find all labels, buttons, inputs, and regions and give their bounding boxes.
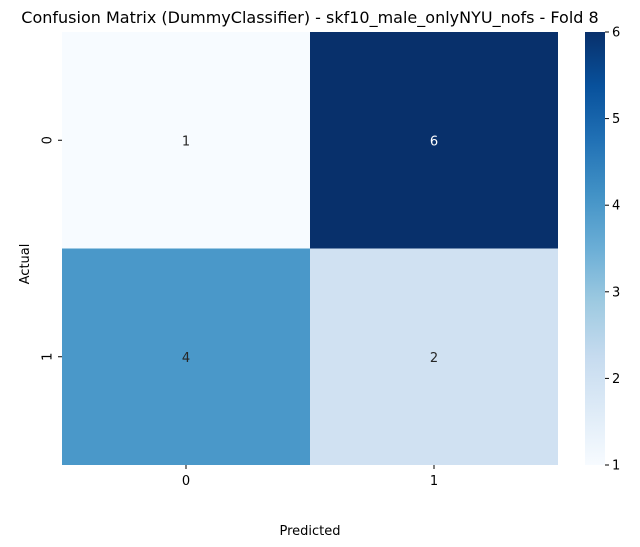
colorbar-tick-label-1: 2 bbox=[612, 372, 620, 387]
heatmap-cell-0-0 bbox=[62, 32, 310, 249]
cell-value-label-0-1: 6 bbox=[430, 134, 438, 149]
colorbar-ticks: 1 2 3 4 5 6 bbox=[605, 26, 620, 474]
colorbar-tick-label-0: 1 bbox=[612, 459, 620, 474]
heatmap-cells bbox=[62, 32, 558, 465]
colorbar-tick-label-5: 6 bbox=[612, 26, 620, 41]
colorbar-tick-label-2: 3 bbox=[612, 285, 620, 300]
heatmap-cell-labels: 1 64 2 bbox=[182, 134, 438, 366]
y-tick-label-0: 0 bbox=[41, 136, 56, 144]
cell-value-label-1-1: 2 bbox=[430, 351, 438, 366]
heatmap-cell-0-1 bbox=[310, 32, 558, 249]
y-axis-label: Actual bbox=[18, 244, 33, 285]
x-tick-label-1: 1 bbox=[430, 474, 438, 489]
y-tick-label-1: 1 bbox=[41, 353, 56, 361]
cell-value-label-0-0: 1 bbox=[182, 134, 190, 149]
chart-title: Confusion Matrix (DummyClassifier) - skf… bbox=[21, 8, 598, 28]
y-axis: 01 bbox=[41, 136, 62, 361]
heatmap-cell-1-0 bbox=[62, 248, 310, 465]
colorbar-tick-label-4: 5 bbox=[612, 112, 620, 127]
heatmap-cell-1-1 bbox=[310, 248, 558, 465]
x-axis-label: Predicted bbox=[279, 524, 340, 539]
cell-value-label-1-0: 4 bbox=[182, 351, 190, 366]
colorbar bbox=[585, 32, 605, 465]
x-tick-label-0: 0 bbox=[182, 474, 190, 489]
colorbar-tick-label-3: 4 bbox=[612, 199, 620, 214]
